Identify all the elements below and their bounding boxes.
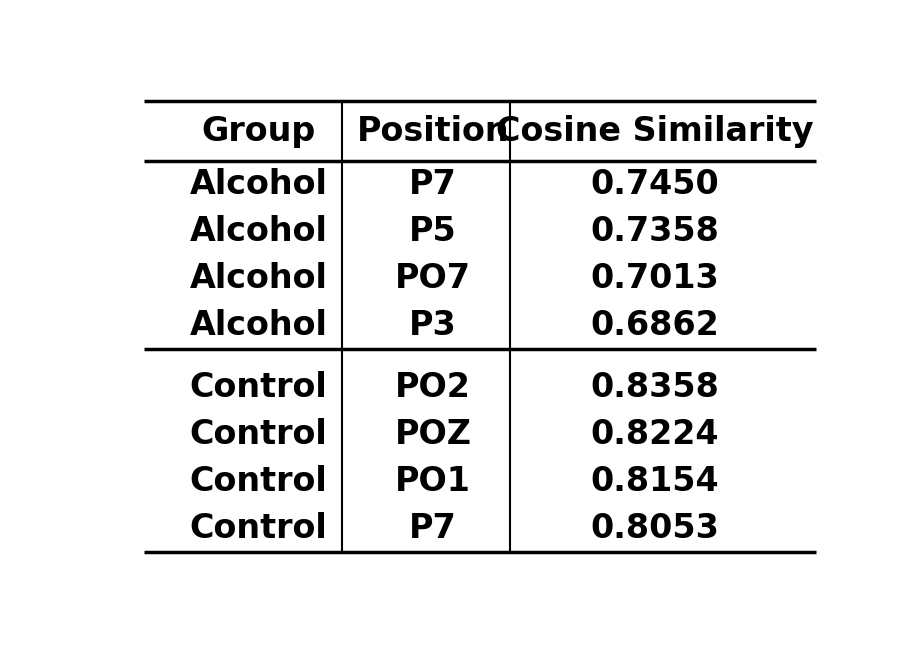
Text: P7: P7 bbox=[409, 168, 457, 201]
Text: 0.8053: 0.8053 bbox=[591, 512, 719, 545]
Text: Alcohol: Alcohol bbox=[189, 215, 328, 248]
Text: Alcohol: Alcohol bbox=[189, 168, 328, 201]
Text: Alcohol: Alcohol bbox=[189, 309, 328, 342]
Text: Cosine Similarity: Cosine Similarity bbox=[497, 115, 814, 148]
Text: 0.8224: 0.8224 bbox=[591, 418, 719, 451]
Text: POZ: POZ bbox=[395, 418, 472, 451]
Text: P3: P3 bbox=[409, 309, 457, 342]
Text: PO1: PO1 bbox=[395, 465, 471, 498]
Text: P7: P7 bbox=[409, 512, 457, 545]
Text: P5: P5 bbox=[409, 215, 457, 248]
Text: 0.7358: 0.7358 bbox=[591, 215, 719, 248]
Text: Control: Control bbox=[189, 418, 327, 451]
Text: 0.6862: 0.6862 bbox=[591, 309, 719, 342]
Text: Control: Control bbox=[189, 465, 327, 498]
Text: 0.7013: 0.7013 bbox=[591, 262, 719, 295]
Text: Position: Position bbox=[357, 115, 509, 148]
Text: PO7: PO7 bbox=[395, 262, 471, 295]
Text: Alcohol: Alcohol bbox=[189, 262, 328, 295]
Text: 0.8358: 0.8358 bbox=[591, 371, 719, 404]
Text: Control: Control bbox=[189, 512, 327, 545]
Text: PO2: PO2 bbox=[395, 371, 471, 404]
Text: 0.7450: 0.7450 bbox=[591, 168, 719, 201]
Text: Group: Group bbox=[201, 115, 316, 148]
Text: 0.8154: 0.8154 bbox=[591, 465, 719, 498]
Text: Control: Control bbox=[189, 371, 327, 404]
